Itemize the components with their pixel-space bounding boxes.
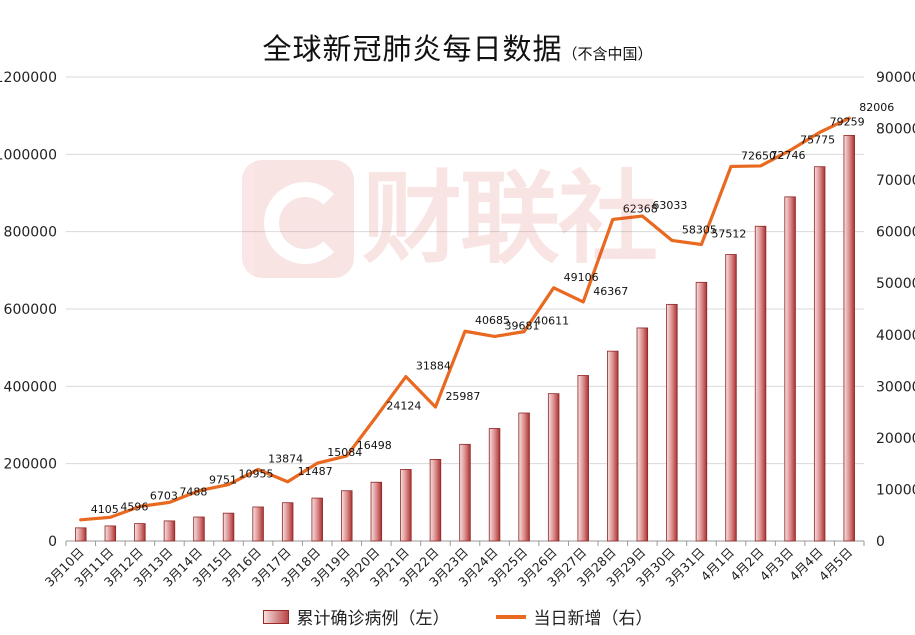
data-label: 72746 — [771, 149, 806, 162]
y-left-tick-label: 0 — [48, 534, 57, 550]
bar — [75, 527, 87, 542]
data-label: 75775 — [800, 133, 835, 146]
bar — [193, 516, 205, 542]
chart-title: 全球新冠肺炎每日数据 — [262, 32, 563, 66]
y-right-tick-label: 30000 — [876, 379, 915, 395]
data-label: 7488 — [179, 485, 207, 498]
legend-bar-label: 累计确诊病例（左） — [296, 609, 450, 629]
series-line — [79, 116, 851, 522]
data-label: 46367 — [593, 285, 628, 298]
data-label: 40611 — [534, 315, 569, 328]
data-label: 62368 — [623, 202, 658, 215]
legend-bar-swatch — [262, 609, 289, 624]
bar — [695, 281, 708, 542]
bar — [370, 481, 383, 542]
data-label: 57512 — [711, 227, 746, 240]
watermark-text: 财联社 — [362, 160, 658, 277]
bar — [547, 393, 560, 542]
data-label: 63033 — [652, 199, 687, 212]
y-left-tick-label: 1200000 — [0, 70, 57, 86]
y-left-tick-label: 1000000 — [0, 147, 57, 163]
y-left-tick-label: 800000 — [4, 225, 57, 241]
legend: 累计确诊病例（左） 当日新增（右） — [0, 604, 915, 629]
y-right-tick-label: 10000 — [876, 482, 915, 498]
data-label: 58305 — [682, 223, 717, 236]
bar — [104, 525, 117, 542]
data-label: 40685 — [475, 314, 510, 327]
legend-line-label: 当日新增（右） — [533, 609, 653, 629]
y-right-tick-label: 70000 — [876, 173, 915, 189]
watermark: 财联社 — [242, 160, 658, 278]
bar — [577, 375, 589, 542]
data-label: 31884 — [416, 360, 451, 373]
bar — [784, 196, 796, 542]
data-label: 4105 — [91, 503, 119, 516]
y-right-tick-label: 20000 — [876, 431, 915, 447]
bar — [459, 443, 471, 542]
bar — [754, 225, 767, 542]
bar — [311, 497, 323, 542]
bar — [429, 459, 442, 542]
bar — [222, 512, 235, 542]
y-right-tick-label: 0 — [876, 534, 885, 550]
data-label: 15084 — [327, 446, 362, 459]
bar — [636, 327, 649, 542]
data-label: 11487 — [298, 465, 333, 478]
data-label: 16498 — [357, 439, 392, 452]
data-label: 49106 — [564, 271, 599, 284]
data-label: 6703 — [150, 489, 178, 502]
watermark-logo-icon — [242, 160, 354, 278]
bar — [252, 506, 264, 542]
data-label: 13874 — [268, 452, 303, 465]
bar — [400, 469, 412, 542]
y-right-tick-label: 60000 — [876, 225, 915, 241]
chart-subtitle: （不含中国） — [562, 45, 653, 63]
bar — [813, 166, 826, 542]
bar — [843, 134, 855, 542]
bar — [163, 520, 176, 542]
y-left-tick-label: 200000 — [4, 457, 57, 473]
data-label: 24124 — [386, 400, 421, 413]
y-right-tick-label: 50000 — [876, 276, 915, 292]
data-label: 4596 — [120, 500, 148, 513]
data-label: 79259 — [830, 115, 865, 128]
data-label: 72650 — [741, 149, 776, 162]
bar — [725, 254, 737, 542]
bar — [518, 412, 530, 542]
bar — [134, 523, 146, 542]
legend-item-line: 当日新增（右） — [495, 604, 653, 629]
bar — [341, 490, 353, 542]
y-left-tick-label: 400000 — [4, 379, 57, 395]
data-label: 10955 — [239, 468, 274, 481]
data-label: 25987 — [445, 390, 480, 403]
bar — [281, 502, 294, 542]
legend-line-swatch — [495, 614, 526, 619]
data-label: 9751 — [209, 474, 237, 487]
bar — [488, 428, 501, 542]
chart-title-block: 全球新冠肺炎每日数据（不含中国） — [0, 26, 915, 68]
bar — [607, 350, 619, 542]
y-right-tick-label: 40000 — [876, 328, 915, 344]
data-label: 39681 — [505, 319, 540, 332]
y-right-tick-label: 90000 — [876, 70, 915, 86]
y-left-tick-label: 600000 — [4, 302, 57, 318]
x-tick-label: 4月5日 — [816, 545, 856, 585]
legend-item-bars: 累计确诊病例（左） — [262, 604, 450, 629]
bar — [666, 303, 678, 542]
data-label: 82006 — [859, 101, 894, 114]
y-right-tick-label: 80000 — [876, 122, 915, 138]
